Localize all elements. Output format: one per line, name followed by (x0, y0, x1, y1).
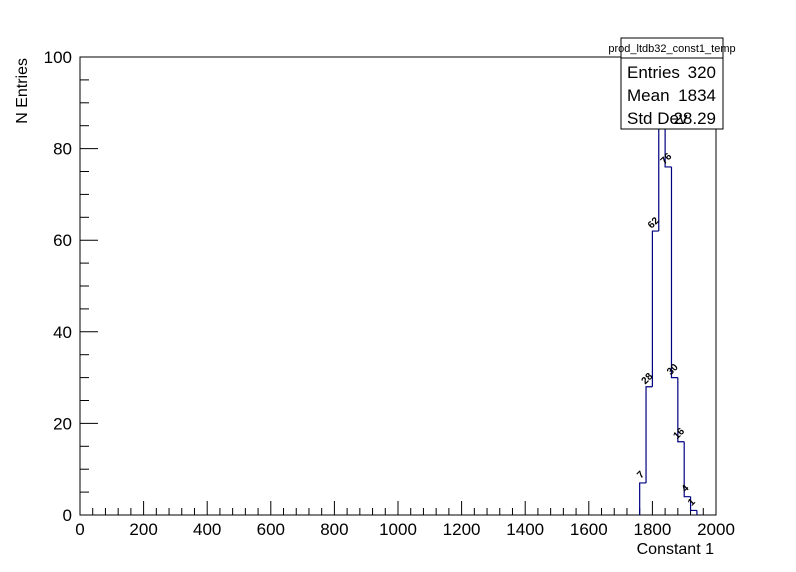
x-tick-label: 1400 (506, 520, 544, 539)
histogram-bin (651, 230, 659, 387)
histogram-bin (677, 377, 685, 443)
stats-mean-value: 1834 (678, 86, 716, 105)
y-axis-title: N Entries (14, 58, 31, 124)
bin-value-label: 16 (671, 426, 687, 442)
stats-box-frame (620, 37, 724, 130)
y-tick-label: 0 (63, 506, 72, 525)
x-tick-label: 1000 (379, 520, 417, 539)
bin-value-label: 4 (680, 483, 692, 495)
x-tick-label: 1200 (443, 520, 481, 539)
x-tick-label: 800 (320, 520, 348, 539)
x-tick-label: 1600 (570, 520, 608, 539)
bin-value-label: 62 (646, 215, 662, 231)
y-tick-label: 100 (44, 48, 72, 67)
stats-entries-label: Entries (627, 63, 680, 82)
histogram-bin (689, 496, 697, 512)
axis-ticks: 0 200 400 600 800 1000 1200 1400 1600 1800 2000 0 20… (44, 48, 735, 539)
x-tick-label: 400 (193, 520, 221, 539)
bin-value-label: 76 (659, 151, 675, 167)
stats-box-title: prod_ltdb32_const1_temp (608, 43, 735, 55)
y-tick-label: 20 (53, 414, 72, 433)
histogram-bin (645, 386, 653, 483)
bin-value-label: 28 (640, 371, 656, 387)
x-tick-label: 0 (75, 520, 84, 539)
histogram-bin (639, 482, 647, 515)
x-tick-label: 600 (257, 520, 285, 539)
x-tick-label: 200 (129, 520, 157, 539)
bin-value-label: 30 (665, 362, 681, 378)
y-tick-label: 40 (53, 323, 72, 342)
stats-stddev-label: Std Dev (627, 109, 688, 128)
stats-entries-value: 320 (688, 63, 716, 82)
x-axis-title: Constant 1 (637, 541, 714, 558)
histogram-bin (670, 166, 678, 379)
stats-stddev-value: 28.29 (673, 109, 716, 128)
bin-value-label: 1 (686, 496, 698, 508)
histogram-bin (683, 441, 691, 498)
y-tick-label: 80 (53, 140, 72, 159)
stats-box: prod_ltdb32_const1_temp Entries 320 Mean… (608, 37, 736, 130)
x-tick-label: 2000 (697, 520, 735, 539)
y-tick-label: 60 (53, 231, 72, 250)
stats-mean-label: Mean (627, 86, 670, 105)
x-tick-label: 1800 (633, 520, 671, 539)
